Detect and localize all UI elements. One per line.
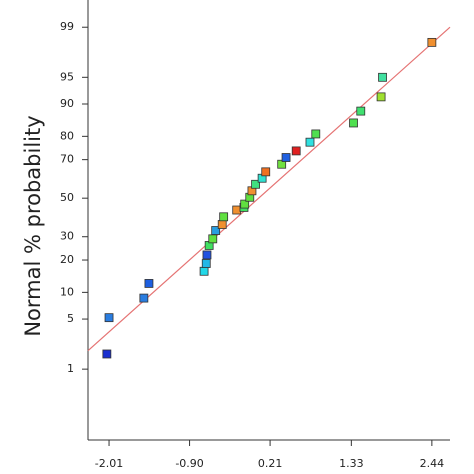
data-point: [102, 349, 112, 359]
y-tick-label: 1: [67, 362, 74, 375]
data-point: [356, 106, 366, 116]
data-point: [261, 167, 271, 177]
y-tick-label: 95: [60, 70, 74, 83]
data-point: [211, 226, 221, 235]
y-tick-label: 80: [60, 129, 74, 142]
data-point: [219, 212, 229, 222]
data-point: [305, 137, 315, 147]
data-point: [217, 220, 227, 229]
y-tick-label: 30: [60, 230, 74, 243]
x-tick-label: 0.21: [258, 457, 283, 470]
data-point: [202, 250, 212, 260]
data-point: [349, 118, 358, 128]
y-tick-label: 70: [60, 153, 74, 166]
x-tick-label: 1.33: [339, 457, 364, 470]
data-point: [311, 129, 321, 139]
data-point: [208, 234, 218, 244]
y-axis-label: Normal % probability: [21, 115, 45, 336]
y-tick-label: 50: [60, 191, 74, 204]
y-tick-label: 20: [60, 253, 74, 266]
y-tick-label: 5: [67, 312, 74, 325]
data-point: [281, 153, 291, 162]
data-point: [240, 199, 250, 209]
data-point: [376, 92, 386, 102]
y-tick-label: 90: [60, 97, 74, 110]
data-point: [378, 72, 387, 82]
data-point: [199, 266, 209, 276]
x-tick-label: -2.01: [95, 457, 123, 470]
data-point: [144, 279, 154, 288]
data-point: [251, 179, 260, 189]
y-tick-label: 99: [60, 20, 74, 33]
y-tick-label: 10: [60, 285, 74, 298]
data-point: [139, 293, 149, 303]
x-tick-label: -0.90: [175, 457, 203, 470]
data-point: [291, 146, 301, 156]
data-point: [104, 313, 114, 323]
fit-line: [87, 26, 451, 352]
x-tick-label: 2.44: [420, 457, 445, 470]
data-point: [201, 259, 211, 268]
data-point: [427, 37, 437, 47]
data-point: [232, 205, 242, 215]
